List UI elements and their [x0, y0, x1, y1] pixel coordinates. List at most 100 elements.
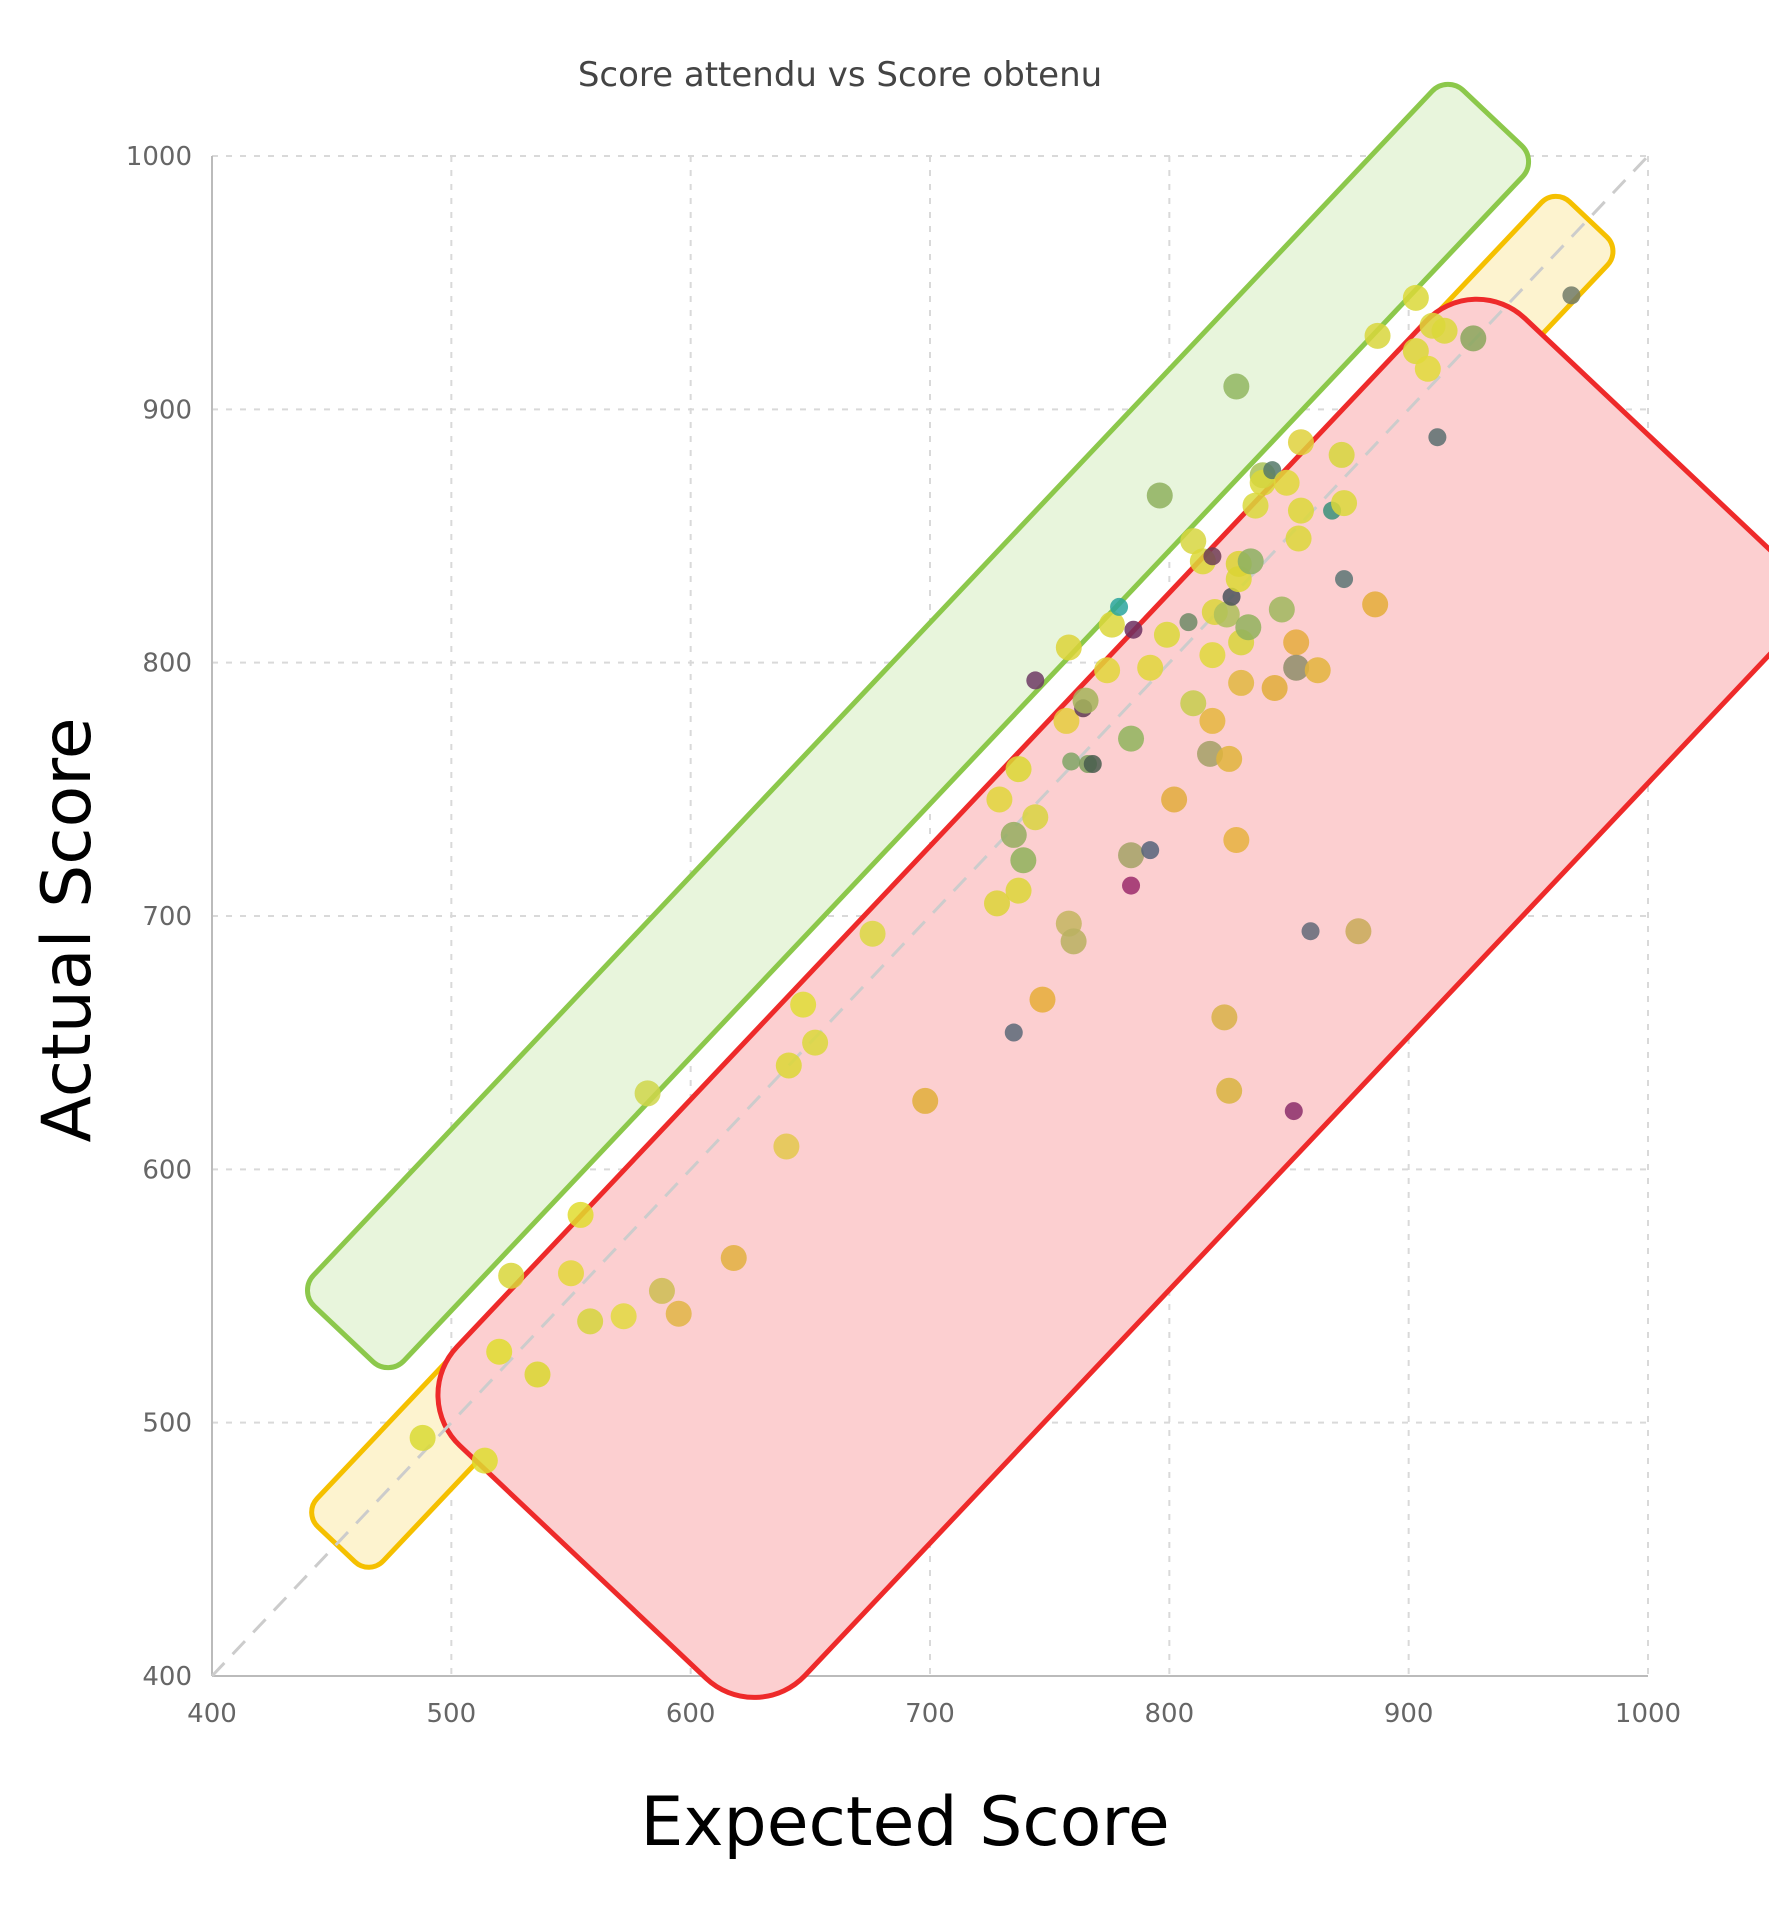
x-tick-label: 900	[1384, 1699, 1434, 1729]
x-tick-labels: 400 500 600 700 800 900 1000	[187, 1699, 1681, 1729]
y-tick-label: 600	[142, 1155, 192, 1185]
y-axis-title: Actual Score	[28, 717, 107, 1142]
data-point	[1083, 755, 1102, 773]
x-tick-label: 600	[666, 1699, 716, 1729]
performance-bands	[305, 81, 1769, 1700]
data-point	[1287, 497, 1314, 524]
data-point	[1235, 614, 1262, 641]
data-point	[1283, 629, 1310, 656]
x-tick-label: 400	[187, 1699, 237, 1729]
data-point	[1029, 986, 1056, 1013]
data-point	[773, 1133, 800, 1160]
y-tick-labels: 400 500 600 700 800 900 1000	[126, 142, 192, 1692]
data-point	[1216, 745, 1243, 772]
data-point	[1273, 469, 1300, 496]
x-tick-label: 1000	[1615, 1699, 1681, 1729]
data-point	[1000, 821, 1027, 848]
y-tick-label: 800	[142, 649, 192, 679]
band-above-expected	[305, 81, 1532, 1371]
data-point	[720, 1245, 747, 1271]
data-point	[1223, 373, 1250, 400]
data-point	[1122, 876, 1141, 895]
data-point	[1268, 596, 1295, 623]
data-point	[567, 1201, 594, 1228]
data-point	[1402, 284, 1429, 311]
x-tick-label: 800	[1145, 1699, 1195, 1729]
data-point	[912, 1087, 939, 1114]
x-tick-label: 700	[905, 1699, 955, 1729]
data-point	[1362, 591, 1389, 618]
data-point	[1180, 528, 1207, 555]
data-point	[1203, 547, 1222, 566]
data-point	[1062, 752, 1081, 771]
data-point	[1010, 847, 1037, 874]
data-point	[1301, 922, 1320, 941]
data-point	[524, 1361, 551, 1388]
reference-line	[210, 154, 1650, 1678]
band-below-expected	[435, 296, 1769, 1700]
data-point	[984, 890, 1011, 917]
data-point	[1124, 620, 1143, 639]
data-point	[1283, 654, 1310, 681]
data-point	[1179, 613, 1198, 632]
data-point	[1026, 671, 1045, 690]
data-point	[1460, 325, 1487, 352]
data-point	[1328, 441, 1355, 468]
data-point	[1285, 525, 1312, 552]
data-points	[409, 284, 1581, 1474]
data-point	[1223, 827, 1250, 853]
data-point	[802, 1029, 829, 1056]
data-point	[1345, 918, 1372, 945]
data-point	[1562, 286, 1581, 305]
data-point	[1199, 707, 1226, 734]
data-point	[1004, 1023, 1023, 1042]
data-point	[1216, 1077, 1243, 1104]
data-point	[1242, 492, 1269, 519]
data-point	[1094, 657, 1121, 684]
data-point	[1060, 928, 1087, 955]
data-point	[1118, 725, 1145, 752]
data-point	[1431, 317, 1458, 344]
data-point	[1331, 490, 1358, 517]
data-point	[1110, 597, 1129, 616]
data-point	[1098, 611, 1125, 638]
data-point	[665, 1300, 692, 1327]
x-axis-title: Expected Score	[640, 1783, 1169, 1862]
data-point	[1287, 429, 1314, 456]
data-point	[1146, 482, 1173, 509]
axes	[211, 156, 1648, 1677]
data-point	[486, 1338, 513, 1365]
data-point	[1364, 322, 1391, 349]
y-tick-label: 1000	[126, 142, 192, 172]
data-point	[859, 920, 886, 947]
data-point	[1118, 842, 1145, 869]
data-point	[1199, 642, 1226, 669]
y-tick-label: 700	[142, 902, 192, 932]
data-point	[1141, 841, 1160, 860]
data-point	[634, 1080, 661, 1107]
data-point	[1153, 621, 1180, 648]
data-point	[1005, 756, 1032, 783]
y-tick-label: 400	[142, 1662, 192, 1692]
y-tick-label: 900	[142, 395, 192, 425]
data-point	[577, 1308, 604, 1335]
data-point	[1213, 601, 1240, 628]
data-point	[775, 1052, 802, 1079]
data-point	[1237, 548, 1264, 575]
y-tick-label: 500	[142, 1409, 192, 1439]
x-tick-label: 500	[427, 1699, 477, 1729]
data-point	[1304, 657, 1331, 684]
data-point	[1137, 654, 1164, 681]
data-point	[409, 1424, 436, 1451]
data-point	[1053, 707, 1080, 734]
data-point	[1161, 786, 1188, 813]
chart-title: Score attendu vs Score obtenu	[578, 55, 1102, 95]
data-point	[648, 1277, 675, 1304]
reference-line-group	[210, 154, 1650, 1678]
data-point	[790, 991, 817, 1018]
data-point	[1055, 634, 1082, 661]
data-point	[1428, 428, 1447, 447]
data-point	[1261, 675, 1288, 701]
data-point	[1022, 804, 1049, 831]
